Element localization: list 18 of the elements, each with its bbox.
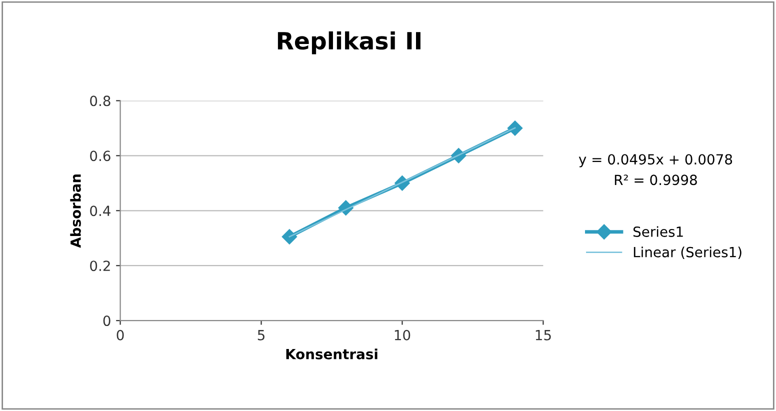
x-tick-label: 15 bbox=[536, 330, 551, 340]
point bbox=[282, 229, 298, 244]
legend-label: Linear (Series1) bbox=[634, 246, 742, 259]
chart-title: Replikasi II bbox=[278, 31, 420, 54]
y-tick-label: 0.2 bbox=[90, 260, 110, 272]
point bbox=[507, 120, 523, 136]
x-axis-title: Konsentrasi bbox=[286, 348, 378, 360]
y-tick-label: 0.6 bbox=[90, 150, 110, 162]
y-tick-label: 0 bbox=[103, 316, 110, 326]
y-tick-label: 0.8 bbox=[90, 96, 110, 106]
x-tick-label: 10 bbox=[394, 330, 410, 340]
y-axis-title: Absorban bbox=[70, 174, 81, 248]
text: R² = 0.9998 bbox=[614, 174, 697, 186]
text: y = 0.0495x + 0.0078 bbox=[578, 154, 732, 168]
x-tick-label: 5 bbox=[258, 330, 264, 340]
legend-label: Series1 bbox=[633, 226, 683, 237]
x-tick-label: 0 bbox=[116, 330, 124, 340]
y-tick-label: 0.4 bbox=[90, 206, 110, 216]
